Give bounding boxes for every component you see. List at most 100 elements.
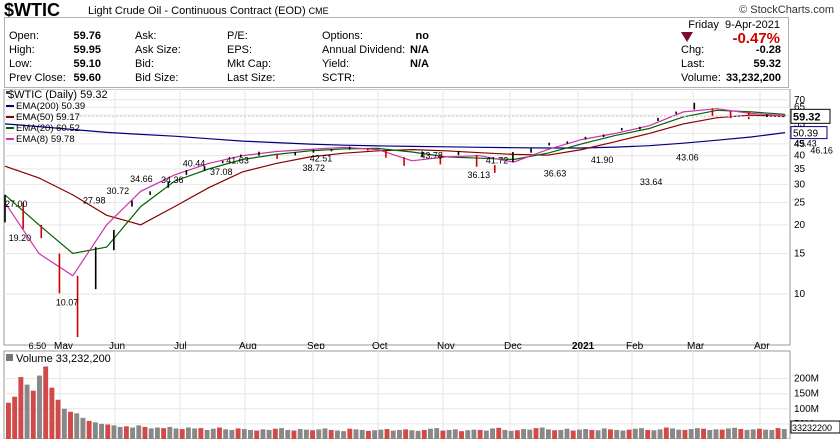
volume-bar <box>198 428 204 439</box>
legend-entry: EMA(50) 59.17 <box>16 112 80 123</box>
open-value: 59.76 <box>73 30 101 42</box>
price-annotation: 42.51 <box>310 154 333 164</box>
price-annotation: 34.66 <box>130 174 153 184</box>
volume-bar <box>465 430 471 439</box>
volume-bar <box>68 411 73 439</box>
volume-bar <box>738 429 744 439</box>
prev-close-label: Prev Close: <box>9 72 66 84</box>
open-label: Open: <box>9 30 39 42</box>
volume-bar <box>303 429 309 439</box>
bid-size-label: Bid Size: <box>135 72 179 84</box>
volume-bar <box>521 429 527 439</box>
last-label: Last: <box>681 58 705 70</box>
eps-label: EPS: <box>227 44 253 56</box>
volume-bar <box>725 428 731 439</box>
down-arrow-icon <box>681 32 693 42</box>
price-annotation: 46.16 <box>810 145 833 155</box>
price-chart: 1015202530354045505560657027.0019.2010.0… <box>3 89 833 349</box>
volume-bar <box>223 429 229 439</box>
volume-bar <box>105 424 111 439</box>
volume-bar <box>272 428 278 439</box>
volume-bar <box>161 428 167 439</box>
price-y-tick-label: 25 <box>794 198 806 209</box>
legend-entry: EMA(8) 59.78 <box>16 134 75 145</box>
volume-bar <box>123 426 129 439</box>
volume-bar <box>347 428 353 439</box>
volume-bar <box>43 366 49 439</box>
volume-bar <box>99 423 105 439</box>
month-label: Nov <box>437 341 455 349</box>
volume-bar <box>558 429 564 439</box>
sctr-label: SCTR: <box>322 72 355 84</box>
quote-date: Friday 9-Apr-2021 <box>688 19 780 31</box>
volume-bar <box>136 425 142 439</box>
volume-bar <box>651 430 657 439</box>
volume-bar <box>663 427 669 439</box>
volume-bar <box>316 429 322 439</box>
price-annotation: 38.72 <box>302 163 325 173</box>
volume-bar <box>130 427 136 439</box>
price-annotation: 37.08 <box>210 167 233 177</box>
volume-bar <box>260 429 266 439</box>
quote-day: Friday <box>688 19 719 31</box>
volume-bar <box>148 428 154 439</box>
volume-bar <box>583 429 589 439</box>
price-y-tick-label: 55 <box>794 119 806 130</box>
volume-y-tick-label: 150M <box>794 389 819 400</box>
copyright[interactable]: © StockCharts.com <box>739 4 834 16</box>
volume-bar <box>12 396 18 439</box>
volume-bar <box>210 428 216 439</box>
price-annotation: 43.78 <box>420 151 443 161</box>
volume-bar <box>676 429 682 439</box>
volume-bar <box>452 429 458 439</box>
price-y-tick-label: 40 <box>794 151 806 162</box>
volume-bar <box>781 429 787 439</box>
volume-bar <box>645 429 651 439</box>
volume-bar <box>254 430 260 439</box>
volume-bar <box>614 429 620 439</box>
volume-bar <box>92 422 98 439</box>
volume-bar <box>775 428 781 439</box>
volume-bar <box>80 417 86 439</box>
volume-bar <box>688 429 694 439</box>
pe-label: P/E: <box>227 30 248 42</box>
price-annotation: 10.07 <box>56 297 79 307</box>
volume-bar <box>595 430 601 439</box>
volume-bar <box>421 429 427 439</box>
change-value: -0.28 <box>755 44 781 56</box>
volume-bar <box>310 430 316 439</box>
yield-value: N/A <box>410 58 429 70</box>
volume-bar <box>639 428 644 439</box>
price-y-tick-label: 15 <box>794 249 806 260</box>
volume-bar <box>626 429 632 439</box>
volume-bar <box>217 427 222 439</box>
volume-bar <box>37 375 42 439</box>
dividend-label: Annual Dividend: <box>322 44 406 56</box>
price-annotation: 41.72 <box>486 155 509 165</box>
ema200-last-label: 50.39 <box>793 129 818 140</box>
volume-bar <box>527 429 533 439</box>
volume-bar <box>564 428 570 439</box>
price-annotation: 40.44 <box>183 159 206 169</box>
volume-bar <box>55 399 61 439</box>
percent-change: -0.47% <box>732 30 780 47</box>
volume-bar <box>732 427 738 439</box>
volume-bar <box>701 428 707 439</box>
volume-bar <box>173 428 179 439</box>
month-label: Aug <box>239 341 257 349</box>
chart-mark-icon <box>6 91 9 94</box>
month-label: Jun <box>109 341 125 349</box>
options-label: Options: <box>322 30 363 42</box>
volume-bar <box>397 429 402 439</box>
month-label: Dec <box>504 341 522 349</box>
last-size-label: Last Size: <box>227 72 276 84</box>
volume-bar <box>601 428 607 439</box>
volume-bar <box>769 429 775 439</box>
volume-bar <box>328 429 334 439</box>
volume-bar <box>533 428 539 439</box>
volume-value: 33,232,200 <box>725 72 781 84</box>
ask-label: Ask: <box>135 30 157 42</box>
instrument-name-text: Light Crude Oil - Continuous Contract (E… <box>88 5 306 17</box>
price-y-tick-label: 30 <box>794 179 806 190</box>
